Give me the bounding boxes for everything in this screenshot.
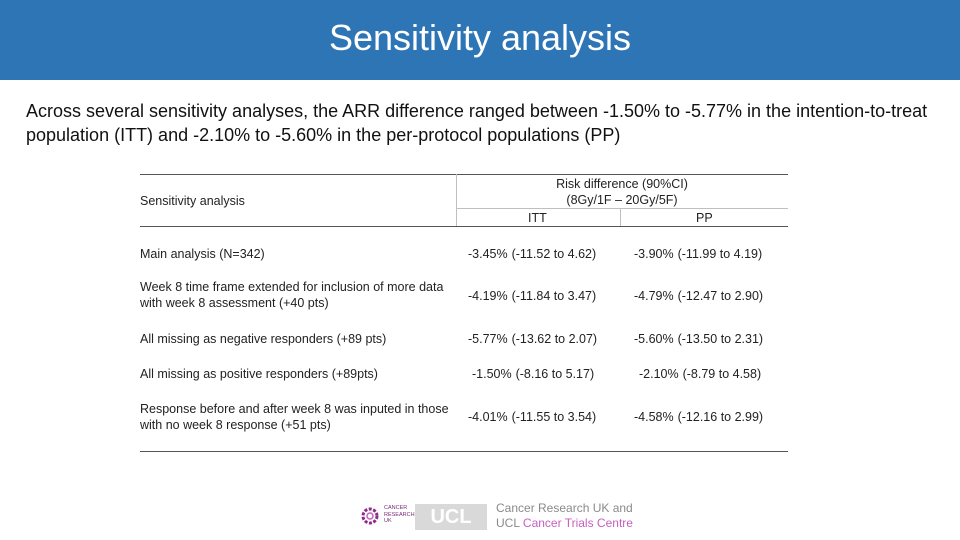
- itt-value-row-5: -4.01% (-11.55 to 3.54): [468, 409, 596, 425]
- logo-line-2-accent: Cancer Trials Centre: [522, 516, 633, 530]
- logo-line-2-ucl: UCL: [496, 516, 523, 530]
- subheader-pp: PP: [696, 211, 713, 225]
- title-banner: Sensitivity analysis: [0, 0, 960, 80]
- table-top-rule: [140, 174, 788, 175]
- cancer-trials-centre-logo: Cancer Research UK and UCL Cancer Trials…: [496, 501, 646, 531]
- itt-value-row-3: -5.77% (-13.62 to 2.07): [468, 331, 597, 347]
- logo-line-2: UCL Cancer Trials Centre: [496, 516, 646, 531]
- sensitivity-table: Sensitivity analysis Risk difference (90…: [140, 174, 788, 452]
- pp-value-row-5: -4.58% (-12.16 to 2.99): [634, 409, 763, 425]
- pp-ci: (-13.50 to 2.31): [677, 332, 764, 346]
- itt-value-row-2: -4.19% (-11.84 to 3.47): [468, 288, 596, 304]
- group-header-line2: (8Gy/1F – 20Gy/5F): [566, 193, 678, 207]
- pp-estimate: -2.10%: [639, 367, 679, 381]
- logo-line-1: Cancer Research UK and: [496, 501, 633, 515]
- itt-value-row-1: -3.45% (-11.52 to 4.62): [468, 246, 596, 262]
- pp-value-row-3: -5.60% (-13.50 to 2.31): [634, 331, 763, 347]
- pp-ci: (-12.47 to 2.90): [677, 289, 764, 303]
- cancer-research-logo-text: Cancer Research UK: [384, 505, 415, 524]
- table-bottom-rule: [140, 451, 788, 452]
- itt-ci: (-11.52 to 4.62): [511, 247, 597, 261]
- itt-estimate: -5.77%: [468, 332, 508, 346]
- pp-ci: (-8.79 to 4.58): [682, 367, 762, 381]
- pp-ci: (-11.99 to 4.19): [677, 247, 763, 261]
- subheader-itt: ITT: [528, 211, 547, 225]
- column-header-sensitivity-analysis: Sensitivity analysis: [140, 194, 245, 208]
- row-label-main-analysis: Main analysis (N=342): [140, 247, 265, 261]
- itt-ci: (-13.62 to 2.07): [511, 332, 598, 346]
- subheader-divider: [620, 208, 621, 226]
- row-label-missing-positive: All missing as positive responders (+89p…: [140, 367, 378, 381]
- group-header-rule: [456, 208, 788, 209]
- itt-estimate: -4.19%: [468, 289, 508, 303]
- header-column-divider: [456, 174, 457, 226]
- pp-value-row-2: -4.79% (-12.47 to 2.90): [634, 288, 763, 304]
- intro-paragraph: Across several sensitivity analyses, the…: [26, 101, 928, 145]
- header-bottom-rule: [140, 226, 788, 227]
- ucl-logo: UCL: [415, 504, 487, 530]
- pp-value-row-4: -2.10% (-8.79 to 4.58): [639, 366, 761, 382]
- slide-title: Sensitivity analysis: [328, 17, 632, 58]
- itt-ci: (-11.84 to 3.47): [511, 289, 597, 303]
- pp-estimate: -3.90%: [634, 247, 674, 261]
- pp-estimate: -4.58%: [634, 410, 674, 424]
- itt-ci: (-11.55 to 3.54): [511, 410, 597, 424]
- itt-ci: (-8.16 to 5.17): [515, 367, 595, 381]
- pp-ci: (-12.16 to 2.99): [677, 410, 764, 424]
- pp-estimate: -4.79%: [634, 289, 674, 303]
- pp-estimate: -5.60%: [634, 332, 674, 346]
- itt-estimate: -4.01%: [468, 410, 508, 424]
- footer-logos: Cancer Research UK UCL Cancer Research U…: [358, 500, 648, 536]
- pp-value-row-1: -3.90% (-11.99 to 4.19): [634, 246, 762, 262]
- row-label-response-inputed: Response before and after week 8 was inp…: [140, 402, 449, 432]
- group-header-line1: Risk difference (90%CI): [556, 177, 688, 191]
- row-label-week8-extended: Week 8 time frame extended for inclusion…: [140, 280, 444, 310]
- itt-estimate: -3.45%: [468, 247, 508, 261]
- cancer-research-logo-icon: [361, 507, 379, 525]
- itt-value-row-4: -1.50% (-8.16 to 5.17): [472, 366, 594, 382]
- itt-estimate: -1.50%: [472, 367, 512, 381]
- row-label-missing-negative: All missing as negative responders (+89 …: [140, 332, 387, 346]
